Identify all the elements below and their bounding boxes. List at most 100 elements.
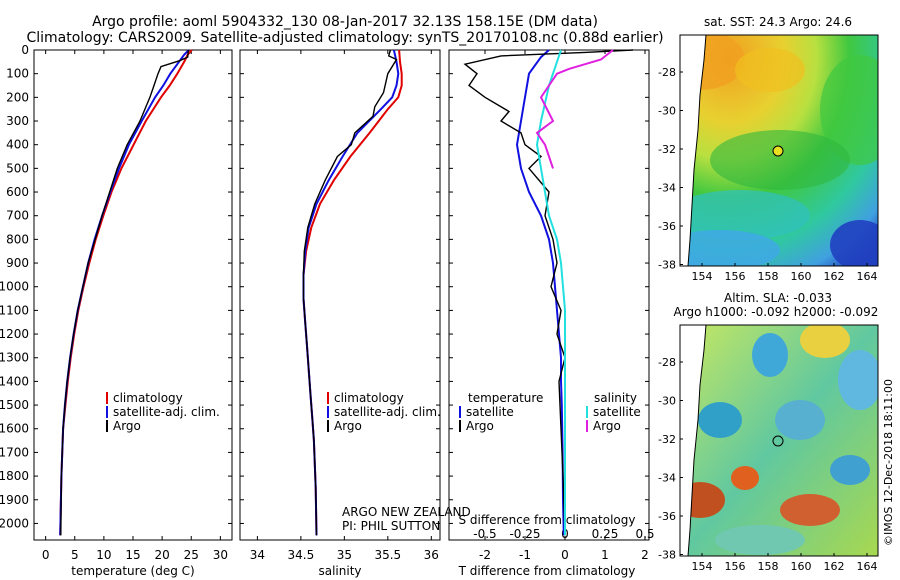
map-x-tick-label: 158 — [758, 560, 779, 573]
map-x-tick-label: 162 — [824, 270, 845, 283]
legend-swatch-t-satellite — [459, 406, 461, 418]
sla-argo-location-marker — [772, 435, 784, 447]
depth-tick-label: 800 — [6, 232, 29, 246]
depth-tick-label: 2000 — [0, 516, 29, 530]
legend-s-argo: Argo — [593, 419, 621, 433]
x-tick-label: 20 — [154, 548, 169, 562]
temperature-xlabel: temperature (deg C) — [71, 564, 194, 578]
depth-tick-label: 1800 — [0, 469, 29, 483]
sst-map — [680, 35, 878, 266]
map-y-tick-label: -38 — [658, 259, 676, 272]
depth-tick-label: 1500 — [0, 398, 29, 412]
map-y-tick-label: -32 — [658, 433, 676, 446]
map-y-tick-label: -34 — [658, 182, 676, 195]
legend-climatology: climatology — [113, 391, 183, 405]
x-tick-label: 5 — [71, 548, 79, 562]
legend-swatch-argo — [327, 420, 329, 432]
map-y-tick-label: -30 — [658, 395, 676, 408]
depth-tick-label: 100 — [6, 67, 29, 81]
sst-map-title: sat. SST: 24.3 Argo: 24.6 — [704, 15, 852, 29]
top-tick-label: -0.25 — [509, 527, 540, 541]
map-y-tick-label: -28 — [658, 66, 676, 79]
x-tick-label: 35.5 — [374, 548, 401, 562]
legend-swatch-climatology — [106, 392, 108, 404]
salinity-legend: climatology satellite-adj. clim. Argo — [327, 391, 441, 433]
depth-tick-label: 700 — [6, 209, 29, 223]
legend-swatch-argo — [106, 420, 108, 432]
legend-swatch-satellite — [327, 406, 329, 418]
series-line-s-argo — [535, 49, 614, 169]
title-line-1: Argo profile: aoml 5904332_130 08-Jan-20… — [92, 14, 598, 30]
map-x-tick-label: 160 — [791, 270, 812, 283]
depth-tick-label: 1200 — [0, 327, 29, 341]
legend-swatch-s-satellite — [586, 406, 588, 418]
x-tick-label: -1 — [519, 548, 531, 562]
temperature-legend: climatology satellite-adj. clim. Argo — [106, 391, 220, 433]
map-x-tick-label: 160 — [791, 560, 812, 573]
difference-legend: temperature satellite Argo salinity sate… — [459, 391, 641, 433]
sla-map-title-2: Argo h1000: -0.092 h2000: -0.092 — [674, 305, 879, 319]
depth-axis: 0 100 200 300 400 500 600 700 800 900 1000 1100 1200… — [0, 43, 649, 530]
series-line-t-satellite — [515, 49, 565, 536]
depth-tick-label: 0 — [21, 43, 29, 57]
depth-tick-label: 600 — [6, 185, 29, 199]
difference-plot: -2 -1 0 1 2-0.5 -0.25 0 0.25 0.5 — [463, 49, 655, 562]
x-tick-label: 0 — [42, 548, 50, 562]
sst-map-ticks: 154 156 158 160 162 164 -28 -30 -32 -34 -36 -38 — [658, 66, 877, 283]
difference-xlabel: T difference from climatology — [458, 564, 636, 578]
series-line-climatology — [302, 49, 403, 536]
depth-tick-label: 1000 — [0, 280, 29, 294]
legend-climatology: climatology — [334, 391, 404, 405]
x-tick-label: 15 — [125, 548, 140, 562]
map-x-tick-label: 156 — [725, 270, 746, 283]
map-x-tick-label: 154 — [692, 560, 713, 573]
depth-tick-label: 1700 — [0, 445, 29, 459]
series-line-climatology — [59, 49, 193, 536]
legend-satellite: satellite-adj. clim. — [334, 405, 441, 419]
map-y-tick-label: -36 — [658, 220, 676, 233]
depth-tick-label: 1900 — [0, 493, 29, 507]
series-line-argo — [60, 49, 189, 536]
watermark: ©IMOS 12-Dec-2018 18:11:00 — [882, 379, 895, 546]
map-y-tick-label: -28 — [658, 356, 676, 369]
depth-tick-label: 1400 — [0, 374, 29, 388]
x-tick-label: 2 — [641, 548, 649, 562]
legend-swatch-satellite — [106, 406, 108, 418]
legend-t-satellite: satellite — [466, 405, 514, 419]
map-y-tick-label: -36 — [658, 510, 676, 523]
depth-tick-label: 1300 — [0, 351, 29, 365]
map-x-tick-label: 156 — [725, 560, 746, 573]
depth-tick-label: 400 — [6, 138, 29, 152]
top-tick-label: 0.25 — [592, 527, 619, 541]
legend-argo: Argo — [334, 419, 362, 433]
sst-map-frame — [679, 34, 879, 267]
map-x-tick-label: 164 — [857, 560, 878, 573]
sla-map-title-1: Altim. SLA: -0.033 — [724, 291, 832, 305]
x-tick-label: 10 — [96, 548, 111, 562]
credit-line-2: PI: PHIL SUTTON — [342, 519, 440, 533]
legend-argo: Argo — [113, 419, 141, 433]
depth-tick-label: 500 — [6, 161, 29, 175]
depth-tick-label: 900 — [6, 256, 29, 270]
legend-t-argo: Argo — [466, 419, 494, 433]
series-line-s-satellite — [535, 49, 566, 536]
legend-temperature-title: temperature — [468, 391, 543, 405]
credit-line-1: ARGO NEW ZEALAND — [342, 505, 471, 519]
top-tick-label: -0.5 — [473, 527, 496, 541]
sla-map — [680, 325, 878, 556]
x-tick-label: -2 — [479, 548, 491, 562]
x-tick-label: 25 — [184, 548, 199, 562]
x-tick-label: 30 — [213, 548, 228, 562]
x-tick-label: 36 — [424, 548, 439, 562]
legend-satellite: satellite-adj. clim. — [113, 405, 220, 419]
salinity-xlabel: salinity — [318, 564, 361, 578]
legend-swatch-t-argo — [459, 420, 461, 432]
sla-map-frame — [679, 324, 879, 557]
series-line-argo — [302, 49, 398, 536]
map-x-tick-label: 154 — [692, 270, 713, 283]
legend-salinity-title: salinity — [594, 391, 637, 405]
depth-tick-label: 300 — [6, 114, 29, 128]
map-x-tick-label: 158 — [758, 270, 779, 283]
depth-tick-label: 200 — [6, 90, 29, 104]
map-y-tick-label: -38 — [658, 549, 676, 562]
